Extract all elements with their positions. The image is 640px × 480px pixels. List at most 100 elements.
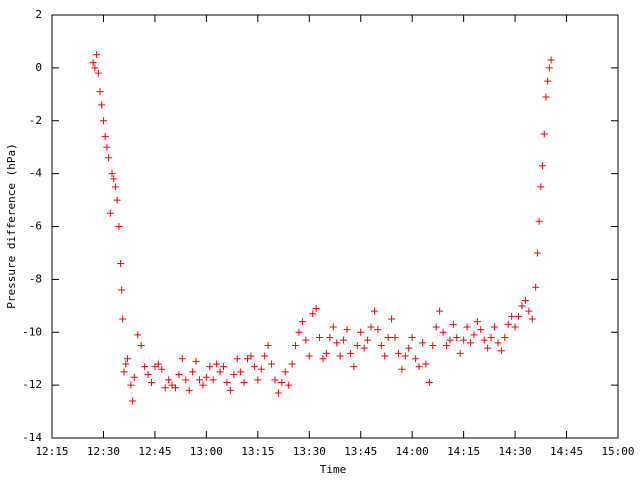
point xyxy=(254,376,262,384)
point xyxy=(257,365,265,373)
point xyxy=(115,223,123,230)
point xyxy=(120,368,128,376)
point xyxy=(302,336,310,344)
point xyxy=(367,323,375,331)
point xyxy=(264,341,272,349)
point xyxy=(487,334,495,342)
point xyxy=(216,368,224,376)
point xyxy=(547,56,555,64)
x-tick-label: 12:15 xyxy=(35,445,68,458)
point xyxy=(305,352,313,360)
point xyxy=(165,376,173,384)
point xyxy=(178,355,186,363)
point xyxy=(101,133,109,141)
point xyxy=(106,209,114,217)
point xyxy=(398,365,406,373)
point xyxy=(545,64,553,72)
point xyxy=(521,297,529,305)
point xyxy=(446,336,454,344)
point xyxy=(247,352,255,360)
point xyxy=(113,196,121,204)
point xyxy=(528,315,536,323)
point xyxy=(511,323,519,331)
point xyxy=(91,64,99,72)
point xyxy=(123,355,131,363)
point xyxy=(134,331,142,339)
point xyxy=(119,315,127,323)
point xyxy=(491,323,499,331)
point xyxy=(501,334,509,342)
point xyxy=(539,162,547,170)
point xyxy=(542,93,550,101)
x-tick-label: 13:45 xyxy=(344,445,377,458)
point xyxy=(439,328,447,336)
point xyxy=(199,381,207,389)
point xyxy=(370,307,378,315)
y-tick-label: -6 xyxy=(29,220,42,233)
point xyxy=(147,378,155,386)
point xyxy=(540,130,548,138)
point xyxy=(233,355,241,363)
point xyxy=(288,360,296,368)
point xyxy=(281,368,289,376)
point xyxy=(336,352,344,360)
point xyxy=(537,183,545,191)
point xyxy=(295,328,303,336)
point xyxy=(466,339,474,347)
point xyxy=(220,363,228,371)
point xyxy=(103,143,111,151)
point xyxy=(412,355,420,363)
x-tick-label: 13:00 xyxy=(190,445,223,458)
point xyxy=(480,336,488,344)
point xyxy=(508,312,516,320)
point xyxy=(515,312,523,320)
point xyxy=(161,384,169,392)
point xyxy=(237,368,245,376)
point xyxy=(460,336,468,344)
y-tick-label: -8 xyxy=(29,272,42,285)
point xyxy=(350,363,358,371)
point xyxy=(261,352,269,360)
point xyxy=(192,357,200,365)
point xyxy=(377,341,385,349)
point xyxy=(533,249,541,257)
point xyxy=(316,334,324,342)
point xyxy=(418,339,426,347)
y-axis-label: Pressure difference (hPa) xyxy=(5,143,18,309)
point xyxy=(154,360,162,368)
point xyxy=(322,349,330,357)
x-tick-label: 14:45 xyxy=(550,445,583,458)
y-tick-label: -2 xyxy=(29,114,42,127)
point xyxy=(425,378,433,386)
point xyxy=(394,349,402,357)
x-tick-label: 14:30 xyxy=(499,445,532,458)
point xyxy=(108,170,116,178)
point xyxy=(98,101,106,109)
point xyxy=(292,341,300,349)
point xyxy=(141,363,149,371)
plot-border xyxy=(51,14,619,439)
point xyxy=(89,59,97,67)
point xyxy=(117,260,125,268)
point xyxy=(312,304,320,312)
point xyxy=(381,352,389,360)
x-tick-label: 13:15 xyxy=(241,445,274,458)
point xyxy=(357,328,365,336)
point xyxy=(94,69,102,77)
point xyxy=(422,360,430,368)
point xyxy=(391,334,399,342)
point xyxy=(449,320,457,328)
point xyxy=(415,363,423,371)
point xyxy=(532,283,540,291)
point xyxy=(442,341,450,349)
x-tick-label: 12:45 xyxy=(138,445,171,458)
point xyxy=(436,307,444,315)
point xyxy=(240,378,248,386)
point xyxy=(473,318,481,326)
point xyxy=(504,320,512,328)
point xyxy=(319,355,327,363)
point xyxy=(223,378,231,386)
point xyxy=(209,376,217,384)
point xyxy=(105,154,113,162)
